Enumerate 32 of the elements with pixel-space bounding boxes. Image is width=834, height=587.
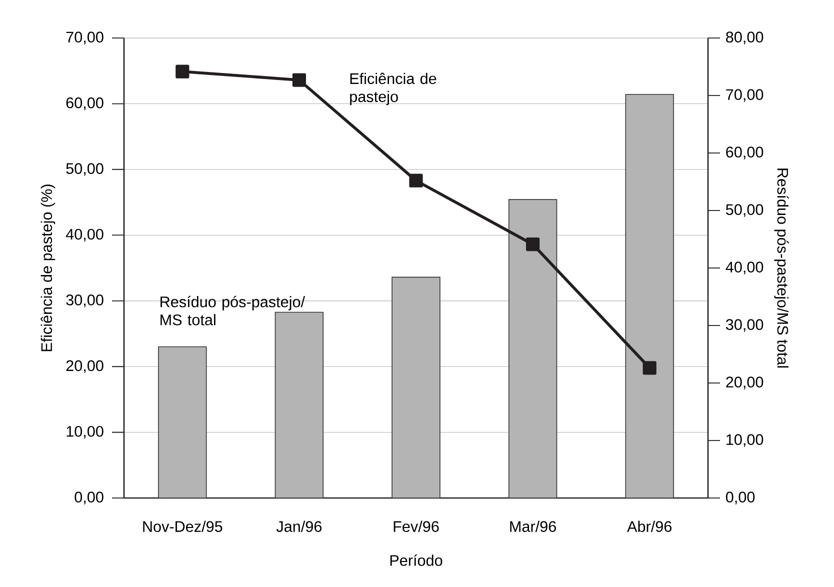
point [292, 73, 306, 87]
y2-tick-label: 70,00 [726, 89, 764, 102]
series-label: Resíduo pós-pastejo/ MS total [160, 296, 306, 326]
point [176, 64, 190, 78]
y-tick-label: 50,00 [66, 163, 104, 176]
y2-tick-label: 80,00 [726, 32, 764, 44]
y2-tick-label: 10,00 [726, 434, 764, 447]
x-tick-label: Abr/96 [627, 520, 672, 532]
x-tick-label: Mar/96 [510, 520, 556, 532]
y-tick-label: 10,00 [66, 426, 104, 439]
y-tick-label: 0,00 [74, 492, 104, 504]
series-label: Eficiência de pastejo [350, 72, 436, 106]
x-tick-label: Fev/96 [394, 520, 439, 532]
y-tick-label: 30,00 [66, 294, 104, 308]
y2-tick-label: 40,00 [726, 262, 764, 274]
y-tick-label: 60,00 [66, 97, 104, 110]
y-tick-label: 70,00 [66, 32, 104, 44]
point [642, 361, 656, 375]
y2-tick-label: 60,00 [726, 146, 764, 160]
y2-axis-title: Resíduo pós-pastejo/MS total [774, 168, 789, 368]
point [526, 238, 540, 252]
x-axis-title: Período [390, 554, 442, 566]
y2-tick-label: 50,00 [726, 204, 764, 217]
y2-tick-label: 30,00 [726, 319, 764, 332]
y-tick-label: 40,00 [66, 228, 104, 242]
y-axis-title: Eficiência de pastejo (%) [40, 184, 56, 352]
y-tick-label: 20,00 [66, 360, 104, 373]
y2-tick-label: 20,00 [726, 376, 764, 390]
x-tick-label: Jan/96 [276, 520, 322, 532]
x-tick-label: Nov-Dez/95 [143, 520, 222, 532]
y2-tick-label: 0,00 [726, 492, 755, 504]
point [409, 174, 423, 188]
